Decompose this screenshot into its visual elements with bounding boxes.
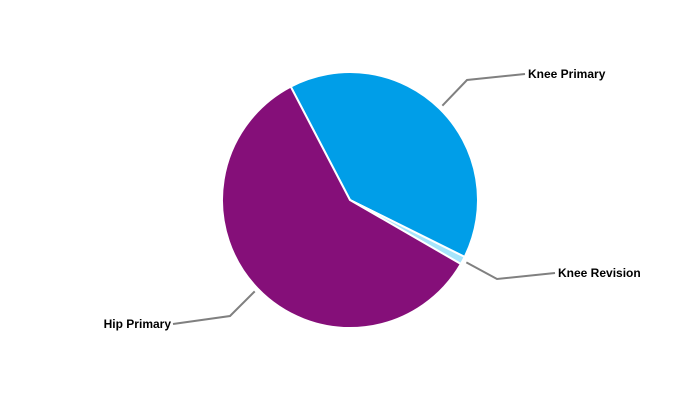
pie-slice-knee-primary bbox=[289, 71, 479, 259]
slice-label: Knee Revision bbox=[558, 266, 641, 280]
leader-line bbox=[465, 261, 556, 281]
slice-label: Knee Primary bbox=[528, 67, 606, 81]
pie-slice-hip-primary bbox=[221, 85, 463, 329]
leader-line bbox=[441, 73, 526, 107]
leader-line bbox=[172, 290, 256, 325]
slice-label: Hip Primary bbox=[104, 317, 172, 331]
